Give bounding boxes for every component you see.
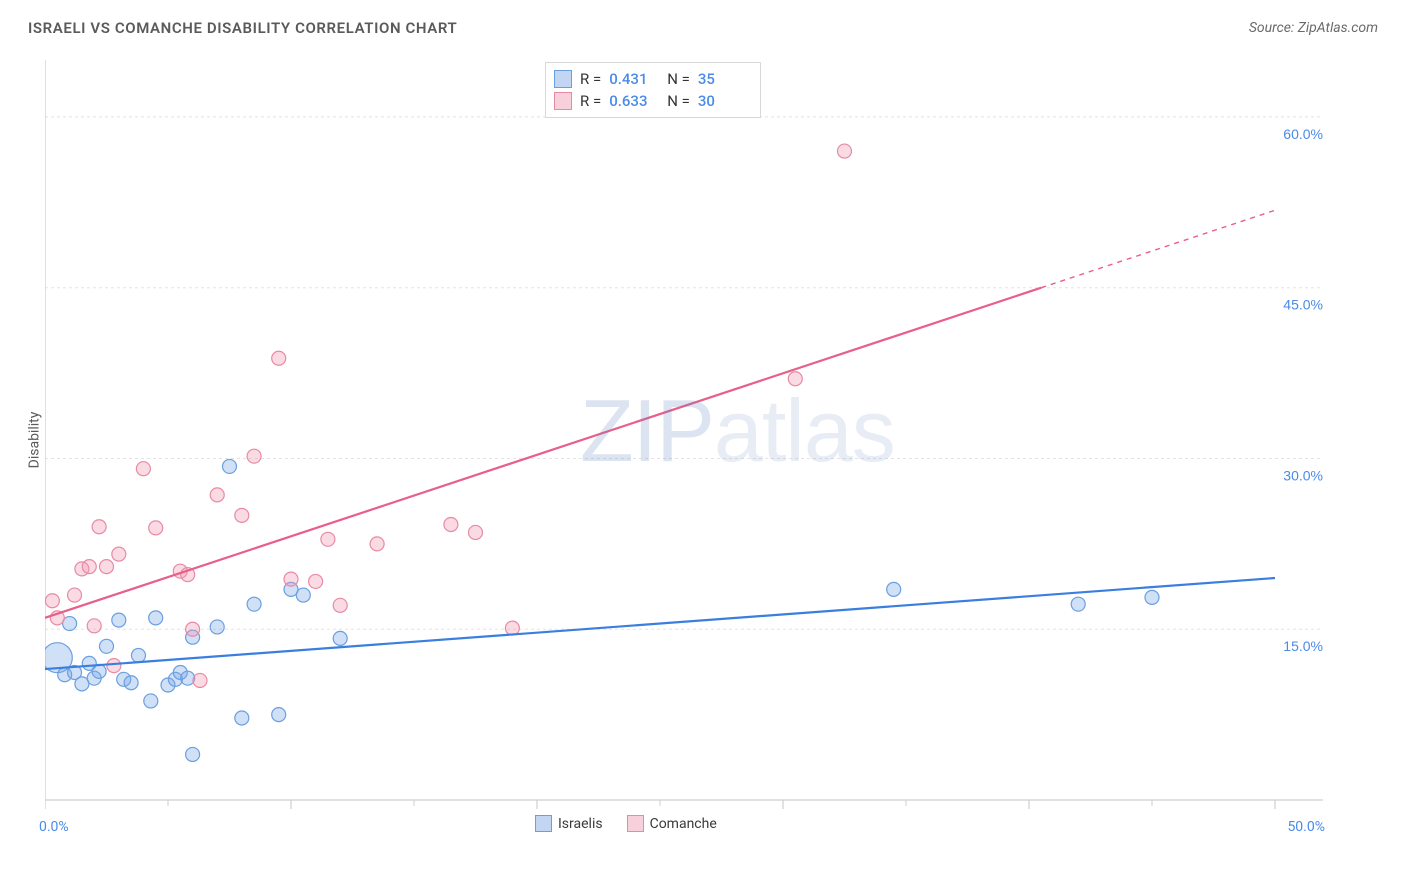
data-point <box>68 588 82 602</box>
source-attribution: Source: ZipAtlas.com <box>1249 20 1378 36</box>
data-point <box>193 673 207 687</box>
stat-r-value-0: 0.431 <box>609 68 659 90</box>
header: ISRAELI VS COMANCHE DISABILITY CORRELATI… <box>28 14 1378 42</box>
data-point <box>235 711 249 725</box>
data-point <box>444 517 458 531</box>
legend-swatch-israelis <box>535 815 552 832</box>
scatter-chart: 15.0% 30.0% 45.0% 60.0% <box>45 60 1325 830</box>
chart-container: ISRAELI VS COMANCHE DISABILITY CORRELATI… <box>0 0 1406 892</box>
x-axis-min-label: 0.0% <box>39 819 69 835</box>
legend-swatch-comanche <box>627 815 644 832</box>
swatch-comanche <box>554 92 572 110</box>
data-point <box>309 574 323 588</box>
y-tick-label: 60.0% <box>1283 126 1323 142</box>
data-point <box>112 547 126 561</box>
data-point <box>887 582 901 596</box>
data-point <box>272 351 286 365</box>
data-point <box>235 508 249 522</box>
data-point <box>247 597 261 611</box>
series-legend: Israelis Comanche <box>535 815 717 832</box>
data-point <box>284 572 298 586</box>
data-point <box>247 449 261 463</box>
data-point <box>149 611 163 625</box>
data-point <box>1071 597 1085 611</box>
data-point <box>149 521 163 535</box>
data-point <box>107 659 121 673</box>
legend-label: Israelis <box>558 816 603 832</box>
stat-r-label: R = <box>580 68 601 90</box>
data-point <box>124 676 138 690</box>
data-point <box>136 462 150 476</box>
data-point <box>144 694 158 708</box>
data-point <box>186 622 200 636</box>
data-point <box>469 525 483 539</box>
legend-item-israelis: Israelis <box>535 815 603 832</box>
data-point <box>100 560 114 574</box>
y-axis-label: Disability <box>26 412 42 469</box>
y-tick-label: 45.0% <box>1283 297 1323 313</box>
data-point <box>112 613 126 627</box>
stat-row-israelis: R = 0.431 N = 35 <box>554 68 748 90</box>
data-point <box>333 598 347 612</box>
x-axis-max-label: 50.0% <box>1287 819 1325 835</box>
data-point <box>210 620 224 634</box>
legend-item-comanche: Comanche <box>627 815 717 832</box>
data-point <box>505 621 519 635</box>
swatch-israelis <box>554 70 572 88</box>
stats-legend: R = 0.431 N = 35 R = 0.633 N = 30 <box>545 62 761 118</box>
data-point <box>92 520 106 534</box>
data-point <box>296 588 310 602</box>
y-tick-label: 15.0% <box>1283 638 1323 654</box>
y-tick-label: 30.0% <box>1283 467 1323 483</box>
data-point <box>333 631 347 645</box>
data-point <box>87 619 101 633</box>
stat-n-value-1: 30 <box>698 90 748 112</box>
stat-n-value-0: 35 <box>698 68 748 90</box>
stat-r-label: R = <box>580 90 601 112</box>
data-point <box>186 747 200 761</box>
stat-n-label: N = <box>667 68 690 90</box>
data-point <box>210 488 224 502</box>
data-point <box>100 639 114 653</box>
data-point <box>272 708 286 722</box>
stat-row-comanche: R = 0.633 N = 30 <box>554 90 748 112</box>
stat-r-value-1: 0.633 <box>609 90 659 112</box>
stat-n-label: N = <box>667 90 690 112</box>
data-point <box>45 594 59 608</box>
data-point <box>788 372 802 386</box>
plot-area: 15.0%30.0%45.0%60.0% ZIPatlas R = 0.431 … <box>45 60 1325 830</box>
legend-label: Comanche <box>650 816 717 832</box>
data-point <box>1145 590 1159 604</box>
data-point <box>131 648 145 662</box>
data-point <box>223 459 237 473</box>
data-point <box>370 537 384 551</box>
data-point <box>181 671 195 685</box>
data-point <box>82 560 96 574</box>
chart-title: ISRAELI VS COMANCHE DISABILITY CORRELATI… <box>28 19 457 37</box>
data-point <box>838 144 852 158</box>
data-point <box>321 532 335 546</box>
